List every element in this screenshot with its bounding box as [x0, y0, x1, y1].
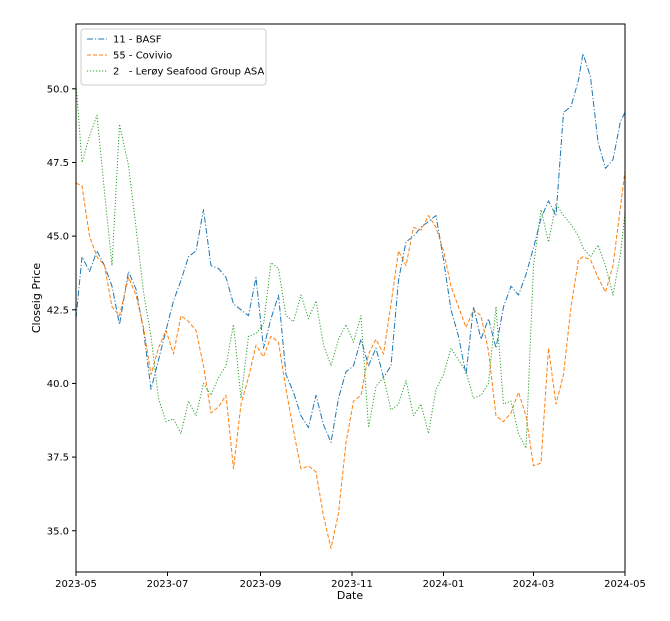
legend-label: 2 - Lerøy Seafood Group ASA: [113, 67, 264, 78]
legend-label: 55 - Covivio: [113, 51, 172, 62]
y-tick-label: 42.5: [47, 305, 69, 316]
x-tick-label: 2023-05: [55, 579, 97, 590]
y-tick-label: 47.5: [47, 158, 69, 169]
x-axis-label: Date: [337, 589, 364, 602]
x-tick-label: 2023-11: [331, 579, 373, 590]
series-lines: [75, 53, 626, 549]
series-line-1: [75, 171, 626, 549]
legend-box: [80, 28, 267, 86]
x-tick-label: 2024-01: [423, 579, 465, 590]
legend: 11 - BASF 55 - Covivio 2 - Lerøy Seafood G…: [80, 28, 267, 86]
legend-label: 11 - BASF: [113, 35, 162, 46]
series-line-2: [75, 82, 626, 449]
y-tick-label: 37.5: [47, 453, 69, 464]
x-tick-label: 2024-05: [604, 579, 646, 590]
x-tick-label: 2024-03: [513, 579, 555, 590]
x-tick-label: 2023-07: [147, 579, 189, 590]
axis-ticks: 35.0 37.5 40.0 42.5 45.0 47.5 50.0 2023-05 2023-…: [47, 84, 646, 590]
plot-frame: [75, 23, 626, 573]
x-tick-label: 2023-09: [240, 579, 282, 590]
y-tick-label: 45.0: [47, 232, 69, 243]
series-line-0: [75, 53, 626, 443]
y-tick-label: 40.0: [47, 379, 69, 390]
y-tick-label: 50.0: [47, 84, 69, 95]
y-axis-label: Closeig Price: [30, 263, 43, 334]
y-tick-label: 35.0: [47, 526, 69, 537]
